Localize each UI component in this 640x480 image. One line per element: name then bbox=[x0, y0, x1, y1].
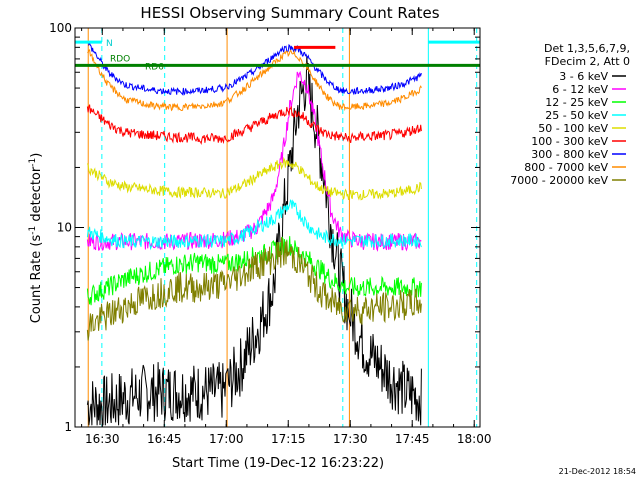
marker-label-rd6: RD6 bbox=[145, 62, 164, 72]
x-axis: 16:30 16:45 17:00 17:15 17:30 17:45 18:00 bbox=[81, 28, 492, 446]
series-line-25to50keV bbox=[86, 199, 422, 251]
legend-label-5: 100 - 300 keV bbox=[531, 135, 608, 148]
legend: Det 1,3,5,6,7,9,FDecim 2, Att 0 3 - 6 keV… bbox=[510, 42, 630, 187]
footer-timestamp: 21-Dec-2012 18:54 bbox=[559, 467, 636, 476]
chart-title: HESSI Observing Summary Count Rates bbox=[140, 4, 439, 22]
x-tick-label-1: 16:45 bbox=[147, 432, 182, 446]
series-line-100to300keV bbox=[86, 104, 422, 146]
series-line-3to6keV bbox=[86, 56, 422, 426]
x-tick-label-6: 18:00 bbox=[457, 432, 492, 446]
y-axis-label: Count Rate (s-1 detector-1) bbox=[28, 153, 44, 324]
legend-label-4: 50 - 100 keV bbox=[538, 122, 608, 135]
legend-label-6: 300 - 800 keV bbox=[531, 148, 608, 161]
legend-label-0: 3 - 6 keV bbox=[559, 70, 608, 83]
legend-label-8: 7000 - 20000 keV bbox=[510, 174, 608, 187]
y-tick-label-0: 1 bbox=[64, 420, 72, 434]
legend-label-1: 6 - 12 keV bbox=[552, 83, 608, 96]
y-axis: 1 10 100 bbox=[49, 21, 480, 434]
legend-header-0: Det 1,3,5,6,7,9, bbox=[544, 42, 630, 55]
series-line-300to800keV bbox=[86, 40, 422, 96]
legend-header-1: FDecim 2, Att 0 bbox=[545, 55, 630, 68]
x-tick-label-0: 16:30 bbox=[85, 432, 120, 446]
x-tick-label-3: 17:15 bbox=[271, 432, 306, 446]
x-tick-label-5: 17:45 bbox=[395, 432, 430, 446]
x-axis-label: Start Time (19-Dec-12 16:23:22) bbox=[172, 456, 384, 471]
y-tick-label-2: 100 bbox=[49, 21, 72, 35]
x-tick-label-2: 17:00 bbox=[209, 432, 244, 446]
series-line-800to7000keV bbox=[87, 49, 422, 112]
series-line-50to100keV bbox=[86, 156, 422, 201]
legend-label-7: 800 - 7000 keV bbox=[524, 161, 608, 174]
legend-label-2: 12 - 25 keV bbox=[545, 96, 608, 109]
marker-label-n: N bbox=[106, 39, 113, 49]
marker-label-rdo: RDO bbox=[110, 54, 130, 64]
x-tick-label-4: 17:30 bbox=[333, 432, 368, 446]
series-line-7000to20000keV bbox=[86, 237, 422, 341]
y-tick-label-1: 10 bbox=[57, 221, 72, 235]
legend-label-3: 25 - 50 keV bbox=[545, 109, 608, 122]
